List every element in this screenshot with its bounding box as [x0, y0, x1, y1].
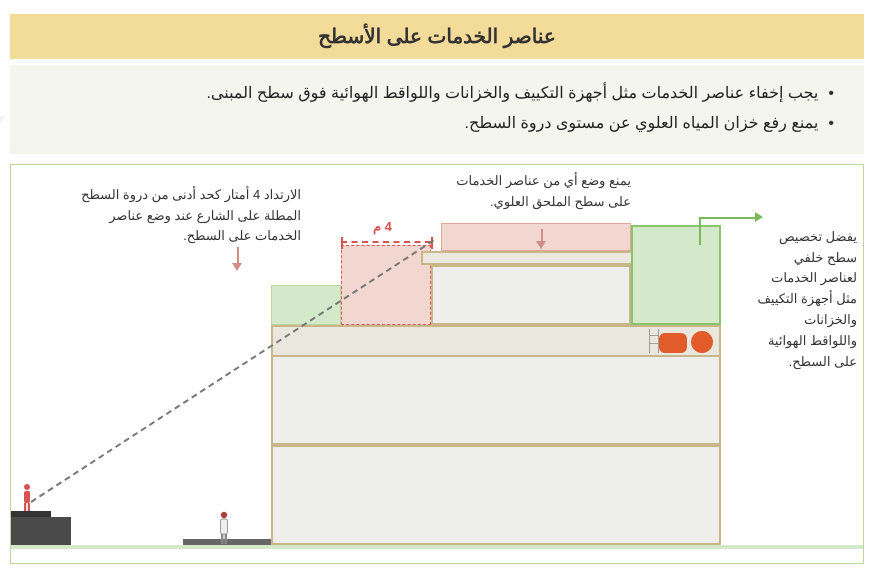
penthouse-ban-label: يمنع وضع أي من عناصر الخدمات على سطح الم… — [441, 171, 631, 213]
back-roof-label: يفضل تخصيص سطح خلفي لعناصر الخدمات مثل أ… — [757, 227, 857, 373]
person-observer-icon — [23, 483, 33, 511]
back-roof-leader-h — [699, 217, 759, 219]
bullets-panel: يجب إخفاء عناصر الخدمات مثل أجهزة التكيي… — [10, 65, 864, 154]
dim-4m-tick — [341, 237, 343, 249]
ground-line — [11, 545, 863, 549]
dim-4m-label: 4 م — [373, 219, 392, 235]
page-title: عناصر الخدمات على الأسطح — [318, 26, 556, 48]
building-floor-lower — [271, 445, 721, 545]
setback-red-zone — [341, 245, 431, 325]
title-band: عناصر الخدمات على الأسطح — [10, 14, 864, 59]
penthouse-roof — [421, 251, 641, 265]
building-floor-upper — [271, 355, 721, 445]
penthouse — [431, 265, 631, 325]
street-platform-top — [11, 511, 51, 517]
water-tank-icon — [659, 333, 687, 353]
setback-label: الارتداد 4 أمتار كحد أدنى من دروة السطح … — [81, 185, 301, 247]
penthouse-ban-leader-arrow — [536, 241, 546, 249]
building — [271, 245, 721, 545]
setback-leader-arrow — [232, 263, 242, 271]
diagram-frame: 4 م الارتداد 4 أمتار كحد أدنى من دروة ال… — [10, 164, 864, 564]
dim-4m-line — [341, 241, 431, 243]
back-green-annex — [631, 225, 721, 325]
bullet-item: يمنع رفع خزان المياه العلوي عن مستوى درو… — [30, 109, 834, 139]
street-platform — [11, 517, 71, 545]
back-roof-leader-arrow — [755, 212, 763, 222]
person-pedestrian-icon — [221, 511, 231, 545]
ladder-icon — [649, 329, 659, 353]
back-roof-leader-v — [699, 217, 701, 245]
bullet-item: يجب إخفاء عناصر الخدمات مثل أجهزة التكيي… — [30, 79, 834, 109]
